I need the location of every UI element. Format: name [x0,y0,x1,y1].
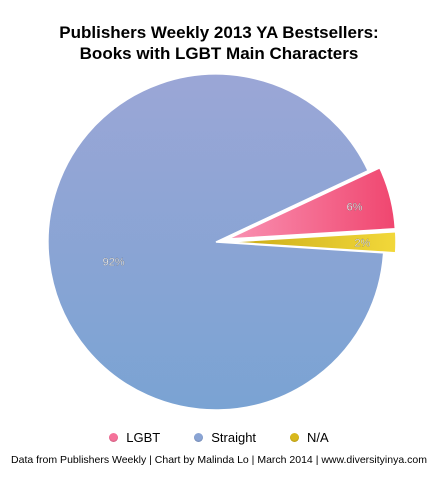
legend-item-na: N/A [290,430,329,445]
legend-swatch-lgbt [109,433,119,442]
legend-swatch-na [290,433,300,442]
chart-title: Publishers Weekly 2013 YA Bestsellers: B… [0,22,438,64]
source-credit: Data from Publishers Weekly | Chart by M… [11,454,427,466]
pie-slice-na [227,230,397,254]
slice-label-lgbt: 6% [347,202,363,214]
slice-label-straight: 92% [103,256,125,268]
chart-title-line-1: Publishers Weekly 2013 YA Bestsellers: [59,23,379,42]
legend-label-straight: Straight [211,430,257,445]
chart-legend: LGBT Straight N/A [0,430,438,445]
pie-slice-lgbt [227,166,397,240]
legend-label-na: N/A [307,430,329,445]
chart-title-line-2: Books with LGBT Main Characters [79,44,359,63]
legend-item-straight: Straight [194,430,256,445]
pie-slice-straight [47,73,385,411]
slice-label-na: 2% [354,237,370,249]
legend-swatch-straight [194,433,204,442]
legend-label-lgbt: LGBT [126,430,161,445]
legend-item-lgbt: LGBT [109,430,160,445]
